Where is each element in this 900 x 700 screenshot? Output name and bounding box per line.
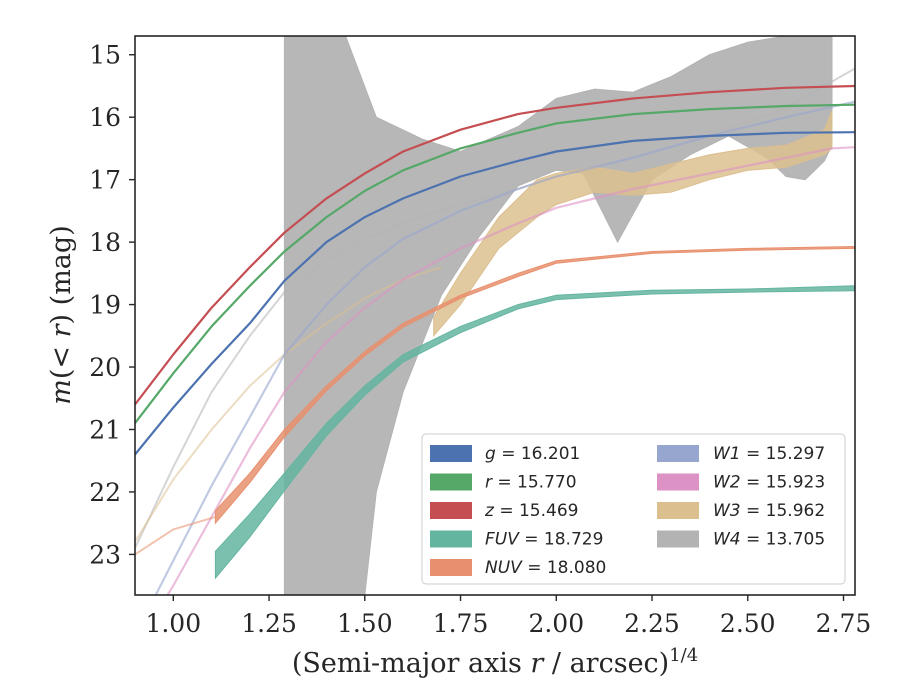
series-z xyxy=(135,84,855,406)
y-tick-label: 21 xyxy=(89,415,121,444)
x-tick-label: 2.00 xyxy=(528,609,584,638)
legend-label: r = 15.770 xyxy=(485,473,577,493)
series-fuv-band xyxy=(214,285,855,580)
x-axis-label-exponent: 1/4 xyxy=(669,645,698,666)
series-nuv-band xyxy=(214,245,855,525)
legend-item-w3: W3 = 15.962 xyxy=(657,501,825,521)
y-axis-label: m(< r) (mag) xyxy=(46,225,77,404)
y-tick-label: 17 xyxy=(89,166,121,195)
y-tick-label: 18 xyxy=(89,228,121,257)
legend-item-w2: W2 = 15.923 xyxy=(657,473,825,493)
legend: g = 16.201 r = 15.770 z = 15.469 FUV = 18.7… xyxy=(421,433,846,585)
legend-item-fuv: FUV = 18.729 xyxy=(430,530,603,550)
legend-label: W3 = 15.962 xyxy=(713,501,825,521)
legend-label: g = 16.201 xyxy=(485,444,580,464)
y-axis-label-unit: (mag) xyxy=(46,225,77,314)
series-w2 xyxy=(166,146,855,595)
series-z-line xyxy=(135,84,855,406)
legend-item-z: z = 15.469 xyxy=(430,501,578,521)
legend-swatch xyxy=(430,530,472,548)
y-axis-ticks: 15 16 17 18 19 20 21 22 23 xyxy=(89,41,135,569)
x-tick-label: 1.25 xyxy=(241,609,297,638)
y-tick-label: 19 xyxy=(89,291,121,320)
legend-swatch xyxy=(657,445,699,462)
legend-label: NUV = 18.080 xyxy=(485,558,606,578)
y-axis-label-open: ( xyxy=(46,369,77,380)
y-tick-label: 16 xyxy=(89,103,121,132)
legend-label: z = 15.469 xyxy=(484,501,578,521)
x-axis-label-tail: / arcsec) xyxy=(543,648,669,679)
legend-box xyxy=(421,433,846,585)
x-axis-ticks: 1.00 1.25 1.50 1.75 2.00 2.25 2.50 2.75 xyxy=(145,595,871,638)
y-tick-label: 23 xyxy=(89,540,121,569)
legend-swatch xyxy=(430,445,472,462)
x-tick-label: 1.00 xyxy=(145,609,201,638)
legend-label: W1 = 15.297 xyxy=(713,444,825,464)
legend-label: W4 = 13.705 xyxy=(713,530,825,550)
y-axis-label-symbol: m xyxy=(46,379,77,405)
legend-item-w4: W4 = 13.705 xyxy=(657,530,825,550)
series-w1-line xyxy=(154,100,855,595)
legend-item-nuv: NUV = 18.080 xyxy=(430,558,606,578)
legend-label: FUV = 18.729 xyxy=(485,530,603,550)
series-r-line xyxy=(135,103,855,424)
y-axis-label-var: r xyxy=(46,322,77,337)
y-tick-label: 22 xyxy=(89,478,121,507)
legend-swatch xyxy=(430,473,472,491)
x-axis-label-var: r xyxy=(530,648,545,679)
x-tick-label: 2.25 xyxy=(624,609,680,638)
x-tick-label: 2.50 xyxy=(720,609,776,638)
legend-label: W2 = 15.923 xyxy=(713,473,825,493)
legend-item-g: g = 16.201 xyxy=(430,444,580,464)
y-axis-label-close: ) xyxy=(46,314,77,325)
series-w4-band xyxy=(283,36,833,595)
legend-swatch xyxy=(657,502,699,519)
series-w1 xyxy=(154,100,855,595)
x-axis-label-main: (Semi-major axis xyxy=(292,648,531,679)
series-nuv-faint-line xyxy=(135,515,216,556)
series-nuv xyxy=(135,245,855,556)
x-tick-label: 1.75 xyxy=(433,609,489,638)
y-tick-label: 15 xyxy=(89,41,121,70)
legend-swatch xyxy=(430,559,472,576)
legend-swatch xyxy=(430,502,472,519)
y-axis-label-lt: < xyxy=(46,337,77,368)
plot-frame xyxy=(134,35,856,596)
series-fuv xyxy=(214,285,855,595)
x-axis-label: (Semi-major axis r / arcsec)1/4 xyxy=(292,645,698,679)
x-tick-label: 1.50 xyxy=(337,609,393,638)
legend-swatch xyxy=(657,473,699,491)
y-tick-label: 20 xyxy=(89,353,121,382)
series-g-line xyxy=(135,131,855,456)
legend-item-w1: W1 = 15.297 xyxy=(657,444,825,464)
series-w2-line xyxy=(166,146,855,595)
series-g xyxy=(135,131,855,456)
legend-item-r: r = 15.770 xyxy=(430,473,577,493)
series-r xyxy=(135,103,855,424)
x-tick-label: 2.75 xyxy=(816,609,872,638)
series-layer xyxy=(135,36,855,595)
legend-swatch xyxy=(657,530,699,548)
